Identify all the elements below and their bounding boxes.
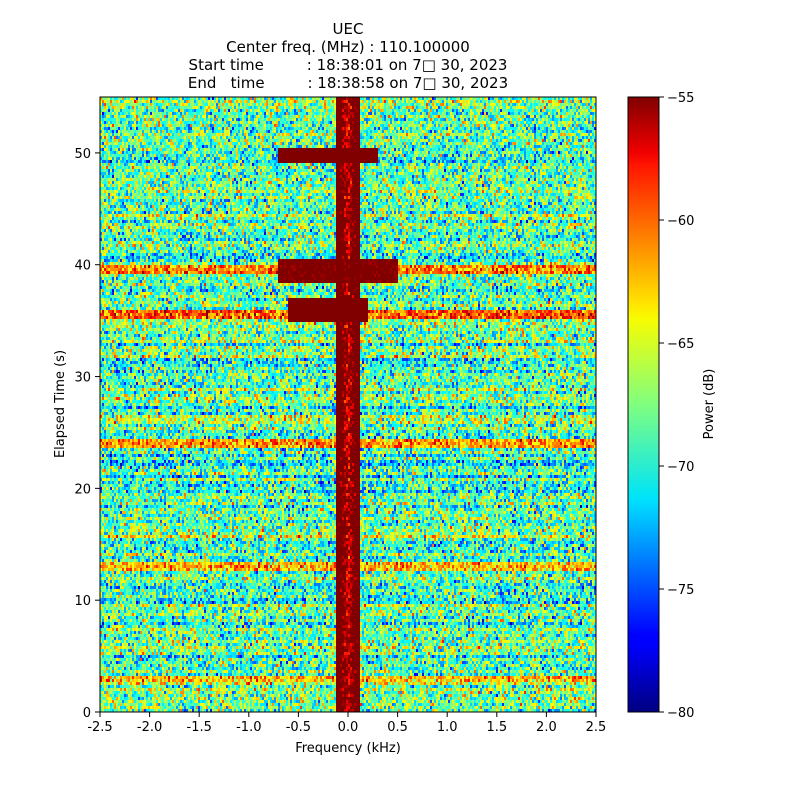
chart-title: UEC [332,20,364,38]
x-axis-label: Frequency (kHz) [295,741,401,756]
x-tick-label: -0.5 [286,720,311,735]
x-tick-label: -1.0 [236,720,261,735]
y-tick-label: 40 [74,259,91,274]
colorbar-tick-label: −60 [667,214,694,229]
y-tick-label: 10 [74,594,91,609]
spectrogram-heatmap [100,97,596,712]
x-tick-label: 0.0 [338,720,359,735]
colorbar-tick-label: −55 [667,91,694,106]
colorbar-label: Power (dB) [702,369,717,440]
subtitle-end-time: End time : 18:38:58 on 7□ 30, 2023 [187,74,509,92]
x-tick-label: 2.5 [586,720,607,735]
x-tick-label: -2.5 [87,720,112,735]
x-tick-label: -2.0 [137,720,162,735]
colorbar-tick-label: −75 [667,583,694,598]
colorbar-tick-label: −65 [667,337,694,352]
x-tick-label: 2.0 [536,720,557,735]
y-tick-label: 30 [74,371,91,386]
y-tick-label: 20 [74,482,91,497]
x-axis-ticks: -2.5 -2.0 -1.5 -1.0 -0.5 0.0 0.5 1.0 1.5 2.0 2.5 [87,712,606,735]
colorbar [627,96,660,713]
x-tick-label: 0.5 [387,720,408,735]
y-tick-label: 0 [83,706,91,721]
spectrogram-image [100,97,596,712]
colorbar-tick-label: −80 [667,706,694,721]
x-tick-label: -1.5 [187,720,212,735]
y-axis-ticks: 0 10 20 30 40 50 [74,147,100,721]
colorbar-tick-label: −70 [667,460,694,475]
colorbar-ticks: −55 −60 −65 −70 −75 −80 [659,91,694,721]
subtitle-start-time: Start time : 18:38:01 on 7□ 30, 2023 [188,56,508,74]
y-axis-label: Elapsed Time (s) [53,350,68,458]
x-tick-label: 1.0 [437,720,458,735]
y-tick-label: 50 [74,147,91,162]
x-tick-label: 1.5 [486,720,507,735]
subtitle-center-freq: Center freq. (MHz) : 110.100000 [226,38,470,56]
